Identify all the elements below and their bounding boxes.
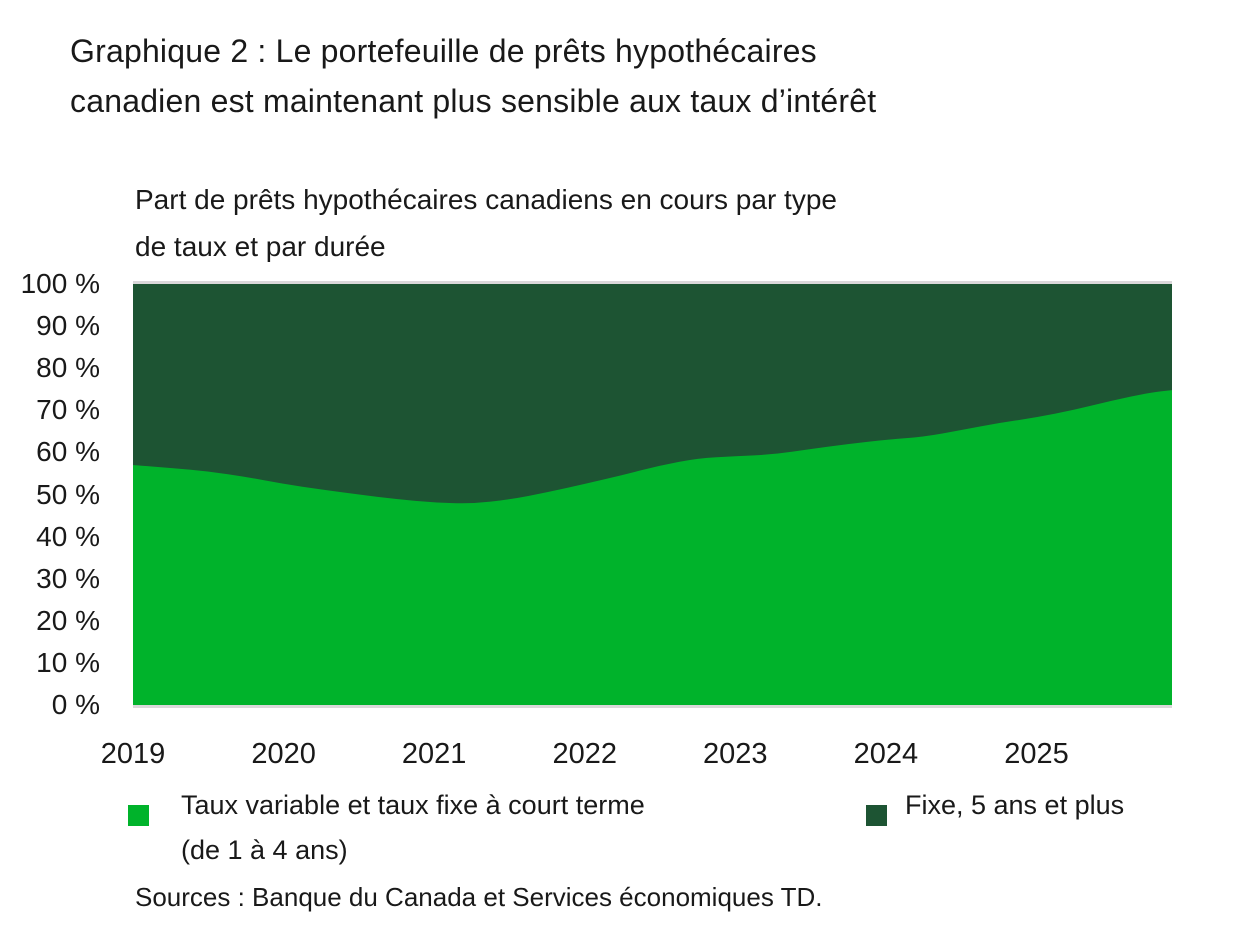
legend-label-variable: Taux variable et taux fixe à court terme… (181, 783, 645, 873)
page-title: Graphique 2 : Le portefeuille de prêts h… (70, 26, 1210, 126)
y-axis-tick-label: 90 % (36, 310, 100, 342)
chart-subtitle: Part de prêts hypothécaires canadiens en… (135, 176, 1135, 270)
chart-subtitle-line-2: de taux et par durée (135, 231, 386, 262)
legend-label-fixed-line-1: Fixe, 5 ans et plus (905, 790, 1125, 820)
x-axis-tick-label: 2022 (552, 738, 617, 770)
y-axis-tick-label: 70 % (36, 394, 100, 426)
y-axis-tick-label: 60 % (36, 436, 100, 468)
x-axis-tick-label: 2020 (251, 738, 316, 770)
area-variable-short-term (133, 390, 1172, 705)
y-axis-tick-label: 30 % (36, 562, 100, 594)
y-axis-tick-label: 40 % (36, 520, 100, 552)
stacked-area-chart-svg (133, 284, 1172, 705)
x-axis-tick-label: 2024 (853, 738, 919, 770)
source-note: Sources : Banque du Canada et Services é… (135, 882, 823, 912)
page-title-line-1: Graphique 2 : Le portefeuille de prêts h… (70, 33, 817, 69)
legend-label-fixed: Fixe, 5 ans et plus (905, 783, 1124, 828)
legend-swatch-variable (128, 805, 149, 826)
y-axis-tick-label: 0 % (51, 689, 100, 720)
legend-label-variable-line-1: Taux variable et taux fixe à court terme (181, 790, 645, 820)
x-axis-tick-label: 2025 (1004, 738, 1069, 770)
chart-subtitle-line-1: Part de prêts hypothécaires canadiens en… (135, 184, 837, 215)
page-title-line-2: canadien est maintenant plus sensible au… (70, 83, 877, 119)
x-axis-tick-label: 2023 (703, 738, 768, 770)
y-axis-tick-label: 50 % (36, 478, 100, 510)
x-axis-tick-label: 2021 (401, 738, 467, 770)
y-axis-tick-label: 100 % (20, 268, 100, 299)
plot-area (133, 281, 1172, 708)
x-axis-tick-label: 2019 (100, 738, 166, 770)
legend-swatch-fixed (866, 805, 887, 826)
y-axis-tick-label: 20 % (36, 604, 100, 636)
y-axis-tick-label: 10 % (36, 646, 100, 678)
legend-label-variable-line-2: (de 1 à 4 ans) (181, 835, 348, 865)
y-axis-tick-label: 80 % (36, 352, 100, 384)
